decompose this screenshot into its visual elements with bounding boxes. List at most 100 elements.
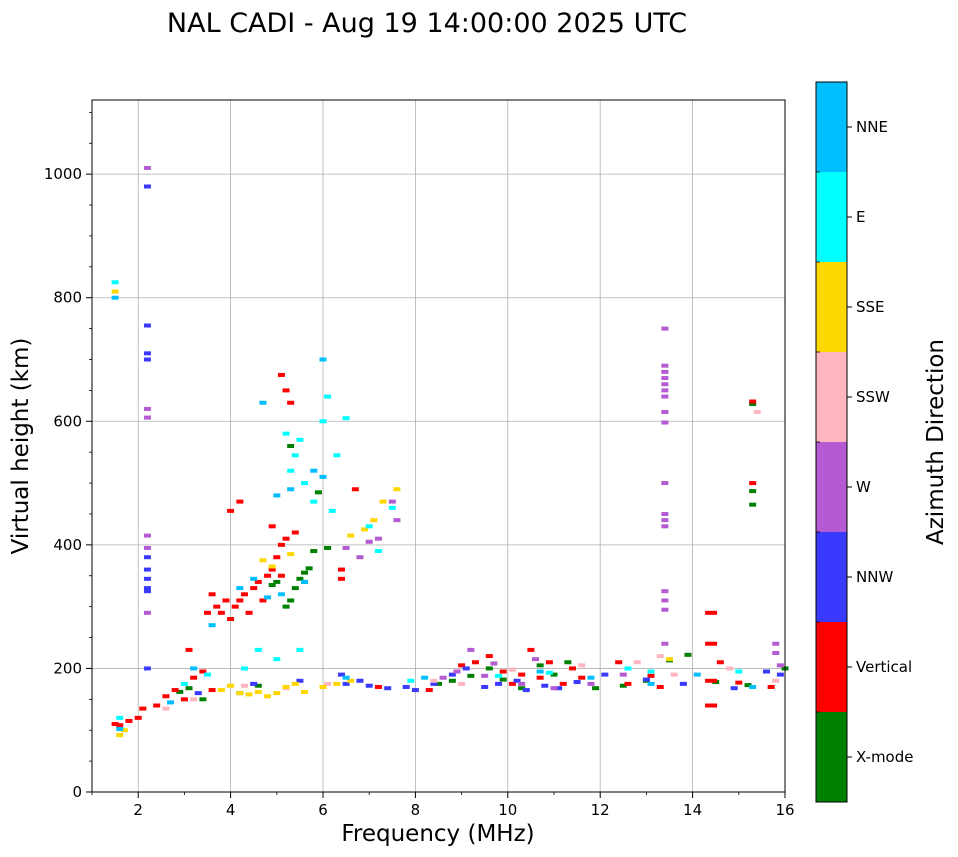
data-point-vertical [208, 592, 216, 597]
x-tick-label: 2 [133, 801, 143, 819]
data-point-vertical [615, 660, 623, 665]
data-point-nne [421, 675, 429, 680]
data-point-vertical [250, 586, 258, 591]
data-point-x-mode [273, 579, 281, 584]
data-point-x-mode [550, 672, 558, 677]
data-point-w [661, 326, 669, 331]
data-point-vertical [268, 524, 276, 529]
data-point-e [319, 419, 327, 424]
data-point-sse [347, 533, 355, 538]
data-point-e [240, 666, 248, 671]
data-point-nne [647, 681, 655, 686]
data-point-w [342, 545, 350, 550]
data-point-e [324, 394, 332, 399]
data-point-vertical [282, 536, 290, 541]
data-point-sse [111, 289, 119, 294]
data-point-x-mode [268, 583, 276, 588]
data-point-sse [236, 691, 244, 696]
data-point-vertical [578, 675, 586, 680]
data-point-vertical [705, 678, 718, 683]
colorbar-label-vertical: Vertical [856, 658, 912, 676]
data-point-nnw [143, 666, 151, 671]
plot-frame [91, 99, 786, 793]
data-point-nnw [143, 589, 151, 594]
data-point-nne [259, 400, 267, 405]
data-point-nnw [143, 586, 151, 591]
data-point-nnw [481, 684, 489, 689]
data-point-x-mode [744, 683, 752, 688]
data-point-sse [301, 689, 309, 694]
data-point-w [661, 369, 669, 374]
data-point-w [776, 663, 784, 668]
data-point-w [661, 481, 669, 486]
data-point-x-mode [199, 697, 207, 702]
data-point-nne [693, 672, 701, 677]
data-point-nnw [402, 684, 410, 689]
data-point-e [388, 505, 396, 510]
data-point-vertical [471, 660, 479, 665]
data-point-w [661, 376, 669, 381]
data-point-vertical [624, 681, 632, 686]
data-point-ssw [633, 660, 641, 665]
data-point-x-mode [291, 586, 299, 591]
data-point-x-mode [185, 686, 193, 691]
data-point-ssw [324, 681, 332, 686]
data-point-nnw [411, 688, 419, 693]
data-point-sse [370, 518, 378, 523]
data-point-nne [319, 474, 327, 479]
data-point-nnw [143, 576, 151, 581]
x-tick-label: 4 [226, 801, 236, 819]
data-point-e [180, 681, 188, 686]
data-point-w [661, 388, 669, 393]
data-point-vertical [767, 684, 775, 689]
data-point-vertical [162, 694, 170, 699]
data-point-sse [273, 691, 281, 696]
data-point-w [393, 518, 401, 523]
data-point-vertical [264, 573, 272, 578]
y-tick-label: 600 [53, 412, 82, 430]
data-point-w [772, 650, 780, 655]
data-point-vertical [227, 508, 235, 513]
data-point-x-mode [314, 490, 322, 495]
data-point-ssw [162, 706, 170, 711]
x-axis-label: Frequency (MHz) [341, 821, 534, 847]
data-point-vertical [656, 684, 664, 689]
data-point-vertical [240, 592, 248, 597]
data-point-nnw [143, 567, 151, 572]
data-point-w [143, 415, 151, 420]
data-point-w [661, 511, 669, 516]
colorbar-label-e: E [856, 208, 865, 226]
data-point-vertical [647, 673, 655, 678]
x-tick-label: 12 [591, 801, 610, 819]
data-point-e [624, 666, 632, 671]
data-point-e [333, 453, 341, 458]
data-point-ssw [753, 410, 761, 415]
data-point-vertical [185, 647, 193, 652]
data-point-nnw [601, 672, 609, 677]
data-point-w [439, 675, 447, 680]
data-point-x-mode [749, 502, 757, 507]
data-point-ssw [240, 683, 248, 688]
data-point-vertical [171, 688, 179, 693]
data-point-x-mode [619, 683, 627, 688]
data-point-w [661, 394, 669, 399]
data-point-nne [167, 700, 175, 705]
data-point-ssw [508, 667, 516, 672]
data-point-e [407, 678, 415, 683]
data-point-sse [319, 684, 327, 689]
data-point-w [661, 524, 669, 529]
colorbar-label-w: W [856, 478, 871, 496]
y-tick-label: 400 [53, 536, 82, 554]
data-point-x-mode [749, 401, 757, 406]
data-point-ssw [190, 697, 198, 702]
data-point-w [661, 382, 669, 387]
data-point-x-mode [296, 576, 304, 581]
data-point-x-mode [564, 660, 572, 665]
data-point-ssw [656, 654, 664, 659]
data-point-w [374, 536, 382, 541]
data-point-vertical [268, 567, 276, 572]
data-point-w [661, 420, 669, 425]
data-point-w [481, 673, 489, 678]
data-point-vertical [254, 579, 262, 584]
colorbar-swatch-w [816, 442, 847, 532]
